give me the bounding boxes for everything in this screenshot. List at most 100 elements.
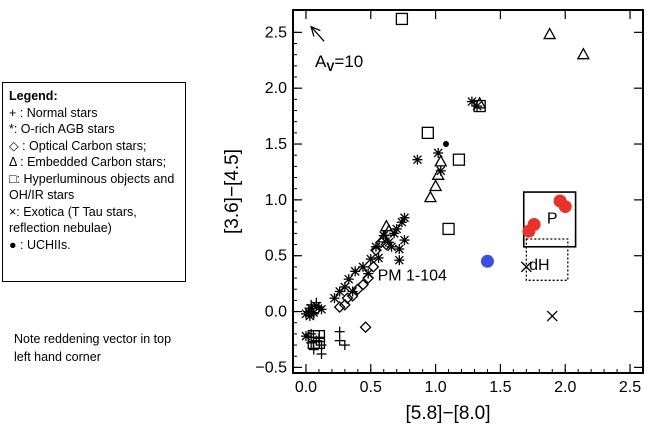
region-box-dh — [525, 238, 569, 281]
reddening-label: AV=10 — [315, 52, 363, 74]
square-shape — [442, 222, 455, 236]
point-optical-carbon-stars — [362, 272, 375, 284]
star-d2 — [394, 244, 404, 254]
point-o-rich-agb-stars — [394, 255, 405, 266]
y-tick-label: 0.5 — [265, 248, 287, 265]
legend-item-embedded-carbon: Δ : Embedded Carbon stars; — [9, 155, 167, 169]
point-embedded-carbon-stars — [434, 154, 448, 167]
point-embedded-carbon-stars — [423, 190, 438, 203]
plot-frame — [292, 9, 644, 374]
y-tick-label: 1.0 — [265, 192, 287, 209]
y-tick-label: 2.0 — [265, 80, 287, 97]
y-tick-label: 2.5 — [265, 24, 287, 41]
x-tick-label: 1.0 — [424, 379, 446, 396]
point-o-rich-agb-stars — [399, 212, 410, 223]
point-o-rich-agb-stars — [394, 244, 405, 255]
diamond-shape — [362, 272, 375, 284]
point-embedded-carbon-stars — [382, 223, 396, 236]
square-shape — [395, 12, 409, 26]
point-o-rich-agb-stars — [339, 281, 350, 292]
cross-b — [546, 310, 558, 322]
square-shape — [307, 336, 320, 349]
star-d2 — [366, 254, 376, 264]
annotation-dh: dH — [529, 257, 549, 274]
legend-item-uchii: ● : UCHIIs. — [9, 237, 71, 252]
point-optical-carbon-stars — [357, 278, 369, 291]
triangle-shape — [543, 27, 557, 40]
y-tick-label: 1.5 — [265, 136, 287, 153]
star-d2 — [392, 224, 402, 234]
red-circle-shape — [527, 217, 541, 231]
point-o-rich-agb-stars — [399, 235, 410, 246]
point-optical-carbon-stars — [370, 244, 382, 257]
x-tick-label: 1.5 — [489, 379, 511, 396]
x-tick-label: 2.0 — [554, 379, 576, 396]
dot-shape — [442, 141, 449, 148]
triangle-shape — [434, 154, 448, 167]
point-o-rich-agb-stars — [412, 154, 423, 165]
point-o-rich-agb-stars — [358, 261, 368, 272]
point-exotica — [520, 261, 532, 273]
square-shape — [421, 126, 434, 140]
point-pm-1-104 — [480, 254, 494, 268]
square-shape — [473, 99, 486, 113]
reddening-vector-line — [310, 26, 325, 42]
square-shape — [452, 153, 466, 166]
point-o-rich-agb-stars — [350, 266, 361, 277]
cross-b — [520, 261, 532, 273]
point-o-rich-agb-stars — [304, 311, 315, 322]
point-o-rich-agb-stars — [311, 300, 322, 311]
triangle-shape — [377, 230, 391, 243]
star-d2 — [387, 242, 396, 252]
point-hyperluminous-objects-and-oh-ir-stars — [307, 336, 320, 349]
reddening-vector-head — [310, 25, 321, 37]
star-d2 — [330, 293, 339, 303]
triangle-shape — [473, 96, 487, 109]
diamond-shape — [359, 321, 372, 334]
diamond-shape — [367, 260, 380, 273]
point-o-rich-agb-stars — [329, 293, 340, 304]
point-o-rich-agb-stars — [370, 241, 381, 252]
point-red-sources — [527, 217, 541, 231]
point-hyperluminous-objects-and-oh-ir-stars — [473, 99, 486, 113]
point-embedded-carbon-stars — [576, 47, 590, 60]
star-d2 — [358, 262, 368, 272]
star-d2 — [394, 255, 404, 265]
diamond-shape — [333, 301, 346, 314]
point-o-rich-agb-stars — [343, 274, 354, 285]
star-d2 — [412, 155, 422, 165]
point-normal-stars — [316, 349, 327, 360]
point-red-sources — [558, 200, 572, 214]
legend-box: Legend: + : Normal stars *: O-rich AGB s… — [2, 82, 186, 282]
point-embedded-carbon-stars — [428, 179, 443, 192]
legend-item-exotica: ×: Exotica (T Tau stars, reflection nebu… — [9, 204, 137, 236]
y-tick-label: −0.5 — [255, 359, 287, 376]
triangle-shape — [431, 167, 445, 180]
point-embedded-carbon-stars — [543, 27, 557, 40]
blue-circle-shape — [480, 254, 494, 268]
star-d2 — [350, 266, 360, 276]
legend-item-hyperluminous: □: Hyperluminous objects and OH/IR stars — [9, 171, 175, 203]
point-optical-carbon-stars — [367, 260, 380, 273]
x-axis-label: [5.8]−[8.0] — [405, 403, 490, 424]
star-d2 — [317, 304, 326, 314]
point-optical-carbon-stars — [359, 321, 372, 334]
triangle-shape — [576, 47, 590, 60]
diamond-shape — [370, 244, 382, 257]
star-d2 — [436, 166, 446, 176]
star-d2 — [400, 213, 409, 223]
point-exotica — [546, 310, 558, 322]
point-hyperluminous-objects-and-oh-ir-stars — [452, 153, 466, 166]
star-d2 — [400, 235, 409, 245]
point-o-rich-agb-stars — [373, 252, 384, 263]
point-o-rich-agb-stars — [316, 304, 327, 315]
x-tick-label: 0.5 — [360, 379, 382, 396]
y-tick-label: 0.0 — [265, 304, 287, 321]
annotation-pm-1-104: PM 1-104 — [378, 267, 447, 284]
legend-item-o-rich-agb: *: O-rich AGB stars — [9, 122, 115, 136]
diamond-shape — [346, 290, 359, 302]
triangle-shape — [382, 223, 396, 236]
point-optical-carbon-stars — [338, 298, 351, 311]
point-hyperluminous-objects-and-oh-ir-stars — [395, 12, 409, 26]
